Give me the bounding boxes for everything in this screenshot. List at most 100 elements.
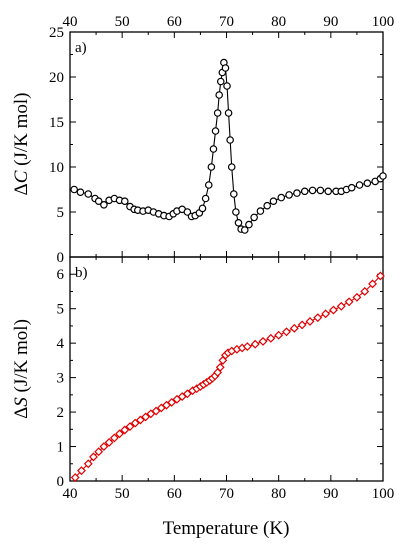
panel-b-ytick-label: 3 [57, 371, 65, 387]
panel-a-data-point [293, 189, 301, 197]
panel-a-data-point [363, 179, 372, 188]
panel-b-data-point [305, 316, 315, 326]
panel-a-data-point [216, 77, 225, 86]
panel-a-data-point [379, 172, 387, 180]
panel-a-data-point [94, 197, 103, 206]
panel-a-xtick-label: 100 [372, 14, 395, 30]
panel-b-data-point [360, 287, 370, 296]
panel-a-data-point [120, 197, 129, 206]
panel-a-data-point [308, 186, 317, 195]
panel-a-data-point [226, 136, 234, 144]
panel-a-marks [70, 58, 387, 234]
panel-a-data-point [211, 127, 220, 135]
panel-a-ytick-label: 15 [49, 115, 64, 131]
panel-a-data-point [223, 82, 231, 90]
panel-a-data-point [70, 185, 78, 194]
panel-b-data-point [109, 433, 119, 443]
panel-b-data-point [328, 305, 338, 315]
panel-b-data-point [70, 473, 80, 483]
panel-a-data-point [204, 181, 213, 189]
panel-b-series-line [74, 275, 381, 478]
panel-b-data-point [130, 418, 140, 428]
panel-b-xtick-label: 60 [167, 486, 182, 502]
panel-b-xtick-label: 90 [323, 486, 338, 502]
panel-a-data-point [230, 190, 238, 198]
panel-b-frame [69, 256, 384, 482]
panel-a-data-point [277, 193, 286, 202]
panel-b-data-point [99, 442, 109, 451]
panel-a-data-point [240, 226, 249, 234]
panel-b-ytick-label: 5 [57, 302, 65, 318]
panel-b-data-point [352, 292, 362, 302]
panel-b-label: b) [75, 265, 88, 281]
panel-b-ylabel: ΔS (J/K mol) [11, 319, 32, 419]
panel-a-xtick-label: 90 [323, 14, 338, 30]
panel-a-data-point [245, 220, 253, 229]
panel-b-data-point [104, 437, 114, 447]
panel-b-data-point [375, 271, 385, 281]
panel-a-data-point [285, 191, 293, 199]
panel-b-data-point [89, 452, 98, 462]
panel-a-data-point [234, 219, 243, 227]
panel-a-ytick-label: 20 [49, 70, 64, 86]
panel-a-data-point [227, 163, 236, 171]
panel-a-data-point [76, 188, 85, 197]
panel-a-data-point [250, 213, 258, 222]
panel-b-data-point [266, 333, 276, 343]
panel-b-entropy: 40 50 60 70 80 90 100 0 1 2 3 4 5 6 b) ΔS (J/K mol) T… [11, 256, 394, 539]
panel-a-data-point [209, 145, 218, 153]
panel-b-ytick-label: 6 [57, 267, 65, 283]
panel-b-data-point [135, 415, 145, 425]
panel-a-data-point [213, 109, 222, 117]
panel-a-heat-capacity: 40 50 60 70 80 90 100 0 5 10 15 20 25 a) ΔC (J/K mol… [11, 14, 394, 266]
panel-b-ticks: 40 50 60 70 80 90 100 0 1 2 3 4 5 6 [57, 256, 394, 502]
panel-b-data-point [289, 323, 299, 333]
panel-b-data-point [242, 342, 252, 352]
panel-a-data-point [215, 91, 223, 99]
panel-b-data-point [120, 425, 130, 435]
panel-b-data-point [141, 412, 151, 422]
panel-b-data-point [368, 279, 378, 289]
panel-a-data-point [355, 181, 364, 189]
panel-b-data-point [297, 320, 307, 330]
panel-a-ytick-label: 0 [57, 250, 65, 266]
panel-b-data-point [125, 422, 135, 431]
panel-a-data-point [224, 109, 233, 117]
panel-b-ytick-label: 4 [57, 336, 65, 352]
panel-a-data-point [316, 186, 325, 195]
panel-a-data-point [347, 183, 356, 192]
panel-b-data-point [250, 339, 260, 349]
panel-b-data-point [115, 429, 125, 439]
panel-b-xtick-label: 40 [63, 486, 78, 502]
panel-b-xtick-label: 70 [219, 486, 234, 502]
panel-b-xtick-label: 50 [115, 486, 130, 502]
panel-a-ylabel: ΔC (J/K mol) [11, 92, 32, 195]
panel-b-data-point [77, 466, 86, 476]
panel-b-data-point [344, 297, 354, 307]
panel-a-data-point [207, 163, 216, 171]
panel-a-xtick-label: 40 [63, 14, 78, 30]
panel-b-data-point [83, 459, 93, 469]
panel-a-data-point [198, 204, 207, 213]
x-axis-title: Temperature (K) [163, 518, 290, 539]
panel-a-data-point [201, 194, 210, 203]
panel-a-data-point [232, 208, 240, 216]
panel-a-data-point [84, 190, 93, 198]
panel-b-data-point [167, 397, 177, 407]
panel-b-xtick-label: 80 [271, 486, 286, 502]
panel-a-xtick-label: 70 [219, 14, 234, 30]
panel-b-data-point [258, 336, 268, 346]
panel-a-ytick-label: 10 [49, 160, 64, 176]
panel-a-data-point [263, 201, 271, 210]
panel-b-data-point [321, 309, 331, 319]
panel-a-ytick-label: 25 [49, 25, 64, 41]
panel-a-data-point [100, 201, 108, 209]
panel-b-data-point [282, 327, 291, 337]
panel-a-data-point [221, 64, 230, 72]
panel-a-xtick-label: 60 [167, 14, 182, 30]
panel-a-xtick-label: 80 [271, 14, 286, 30]
panel-b-data-point [182, 389, 192, 399]
panel-b-data-point [94, 447, 104, 457]
panel-a-label: a) [75, 40, 87, 56]
panel-a-xtick-label: 50 [115, 14, 130, 30]
